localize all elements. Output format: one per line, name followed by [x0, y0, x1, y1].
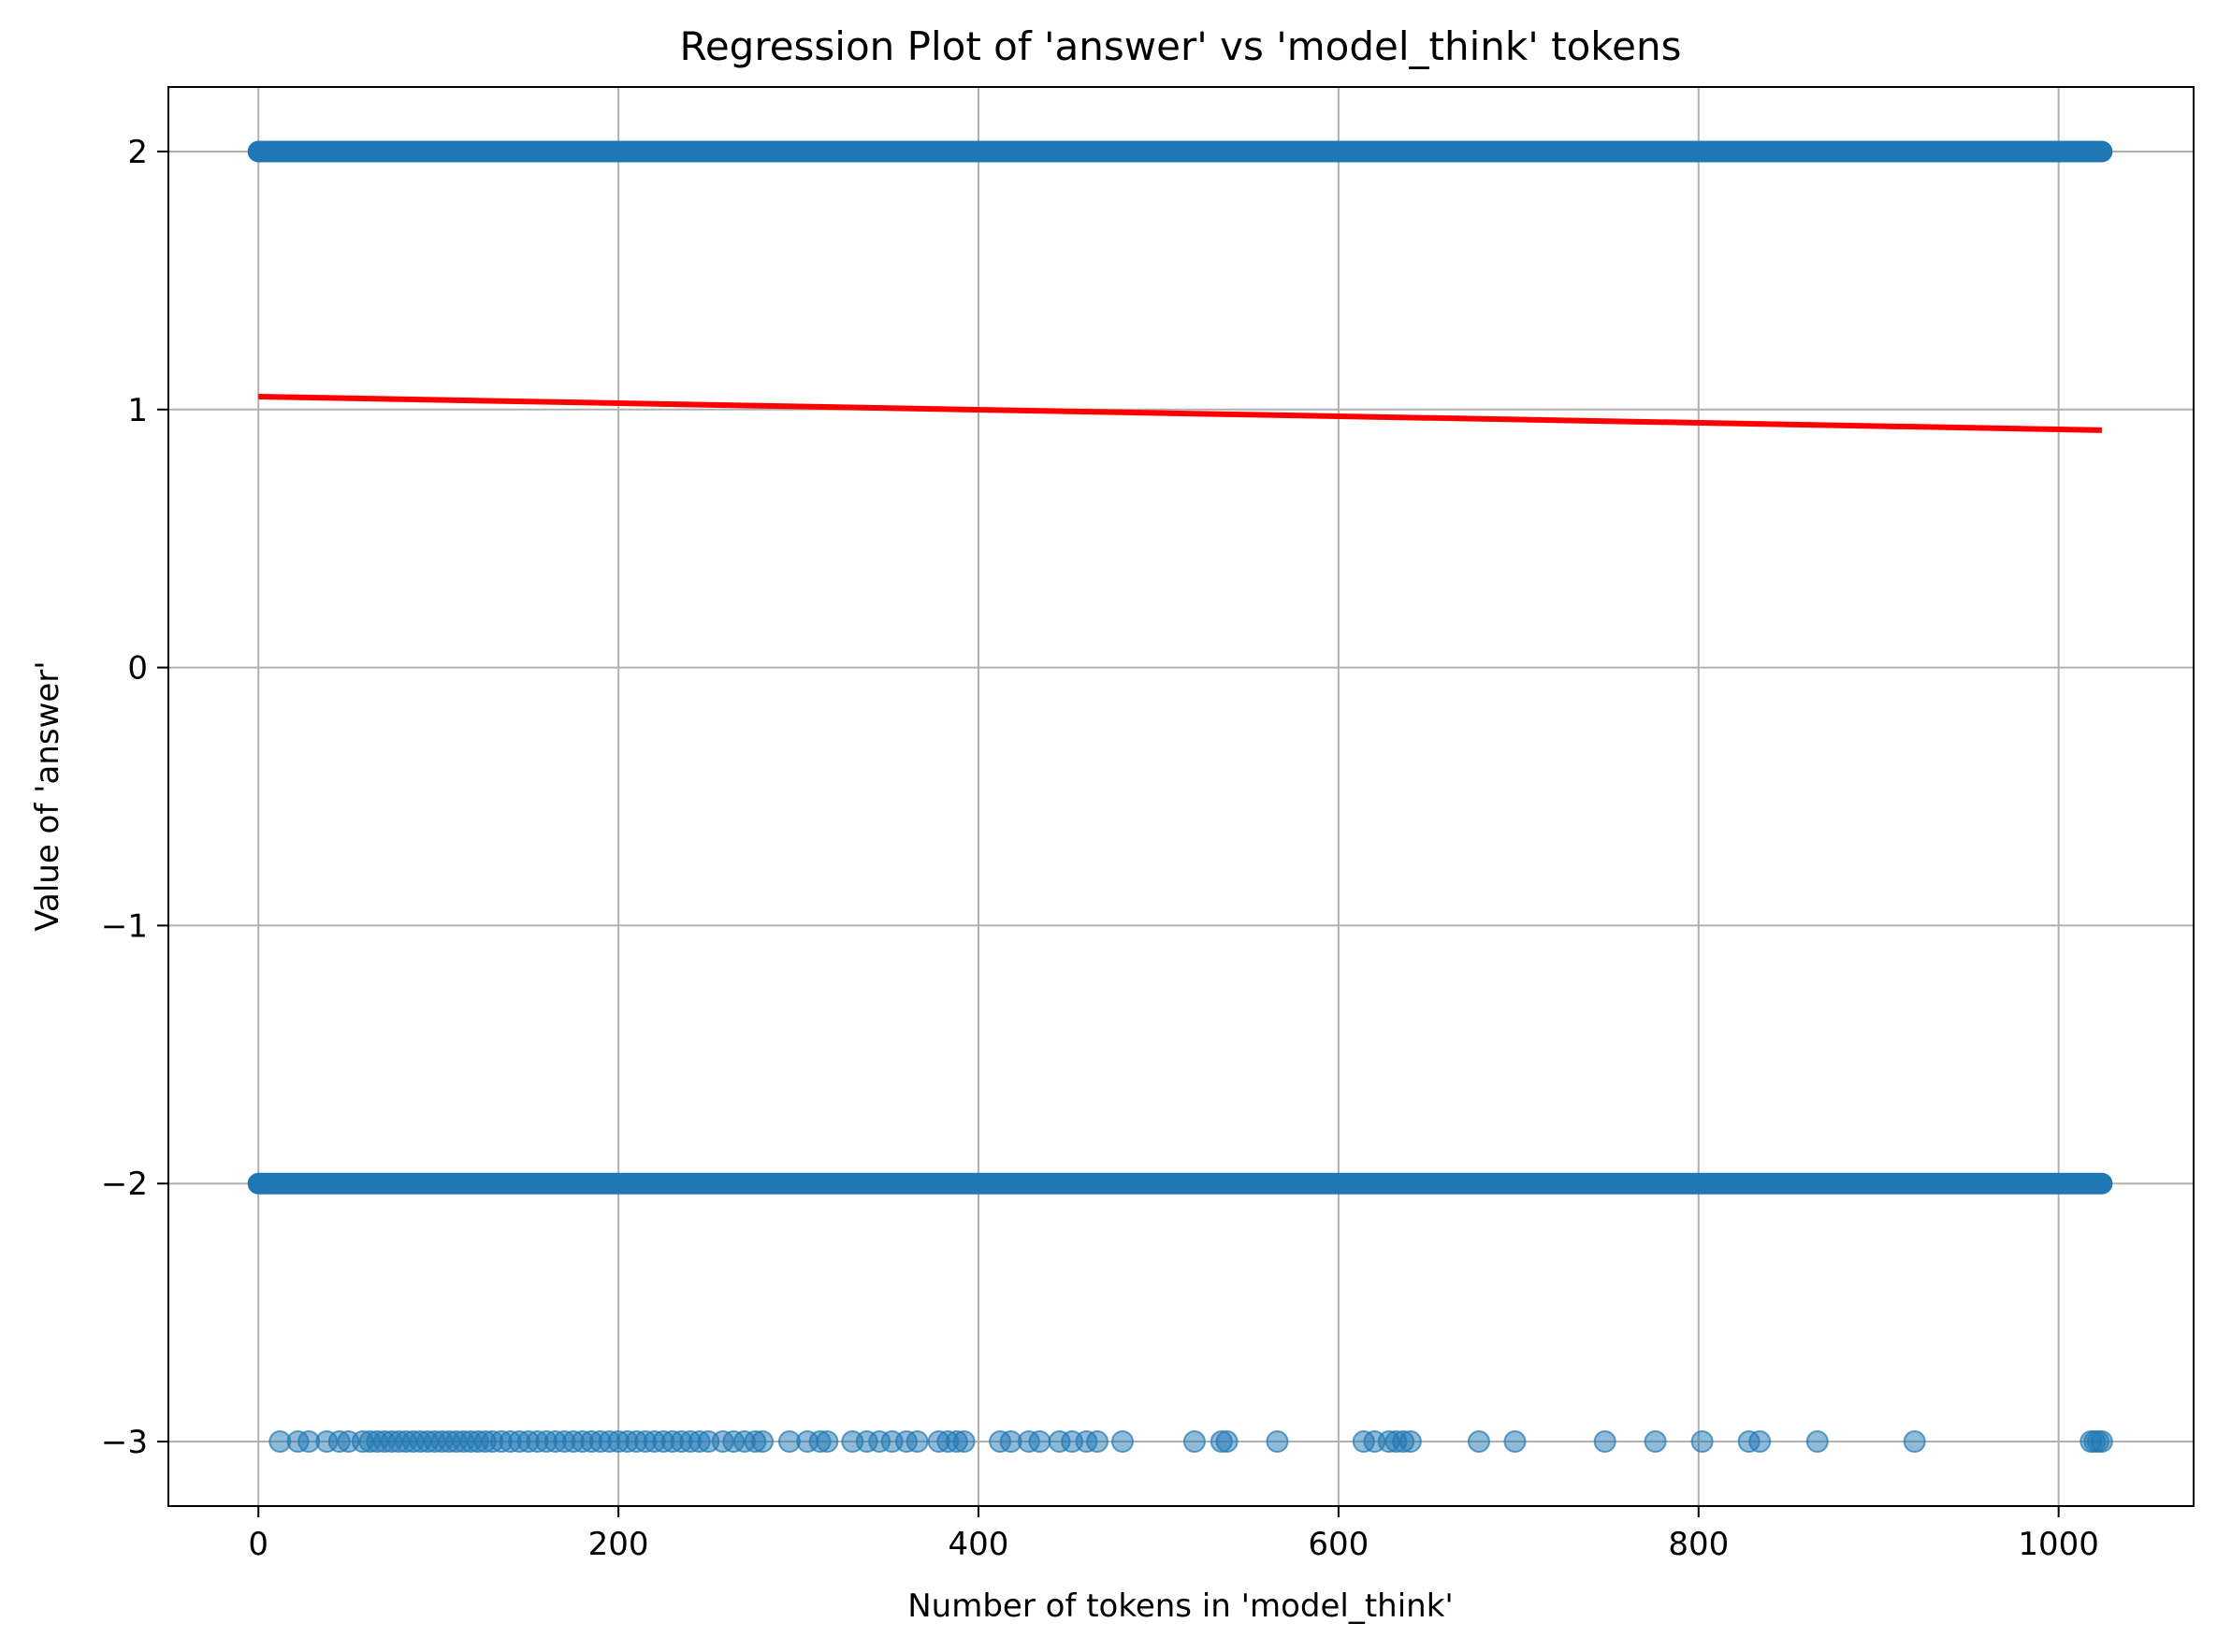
axis-ticks: 0 200 400 600 800 1000 −3 −2 −1 0 1 2: [101, 134, 2099, 1563]
x-tick-label: 400: [949, 1526, 1009, 1563]
y-tick-label: −2: [101, 1166, 148, 1203]
y-tick-label: −3: [101, 1424, 148, 1461]
scatter-point: [1593, 1430, 1616, 1454]
scatter-point: [1182, 1430, 1206, 1454]
scatter-point: [1398, 1430, 1422, 1454]
regression-line: [258, 393, 2102, 433]
y-tick-label: −1: [101, 907, 148, 945]
regression-line-group: [258, 393, 2102, 433]
y-tick-label: 0: [127, 650, 148, 688]
x-tick-label: 600: [1308, 1526, 1369, 1563]
x-tick-label: 800: [1668, 1526, 1729, 1563]
plot-frame: [167, 86, 2195, 1507]
scatter-point-band: [247, 1172, 2113, 1195]
y-axis-label: Value of 'answer': [29, 660, 66, 931]
scatter-point: [952, 1430, 976, 1454]
scatter-point: [1748, 1430, 1772, 1454]
scatter-point: [1805, 1430, 1829, 1454]
scatter-point: [1028, 1430, 1051, 1454]
scatter-point-band: [247, 140, 2113, 163]
x-tick-label: 200: [588, 1526, 649, 1563]
scatter-point: [2090, 1430, 2113, 1454]
scatter-point: [1690, 1430, 1714, 1454]
scatter-point: [1215, 1430, 1239, 1454]
scatter-points: [247, 140, 2113, 1454]
scatter-point: [751, 1430, 775, 1454]
scatter-point: [1110, 1430, 1134, 1454]
chart-title: Regression Plot of 'answer' vs 'model_th…: [680, 23, 1682, 69]
scatter-point: [1467, 1430, 1490, 1454]
scatter-point: [1644, 1430, 1667, 1454]
y-tick-label: 1: [127, 392, 148, 429]
scatter-point: [906, 1430, 929, 1454]
scatter-point: [1903, 1430, 1926, 1454]
x-tick-label: 0: [248, 1526, 268, 1563]
y-tick-label: 2: [127, 134, 148, 171]
x-axis-label: Number of tokens in 'model_think': [907, 1587, 1454, 1625]
scatter-point: [816, 1430, 839, 1454]
scatter-point: [1086, 1430, 1109, 1454]
scatter-point: [1503, 1430, 1527, 1454]
x-tick-label: 1000: [2018, 1526, 2099, 1563]
scatter-point: [1266, 1430, 1289, 1454]
